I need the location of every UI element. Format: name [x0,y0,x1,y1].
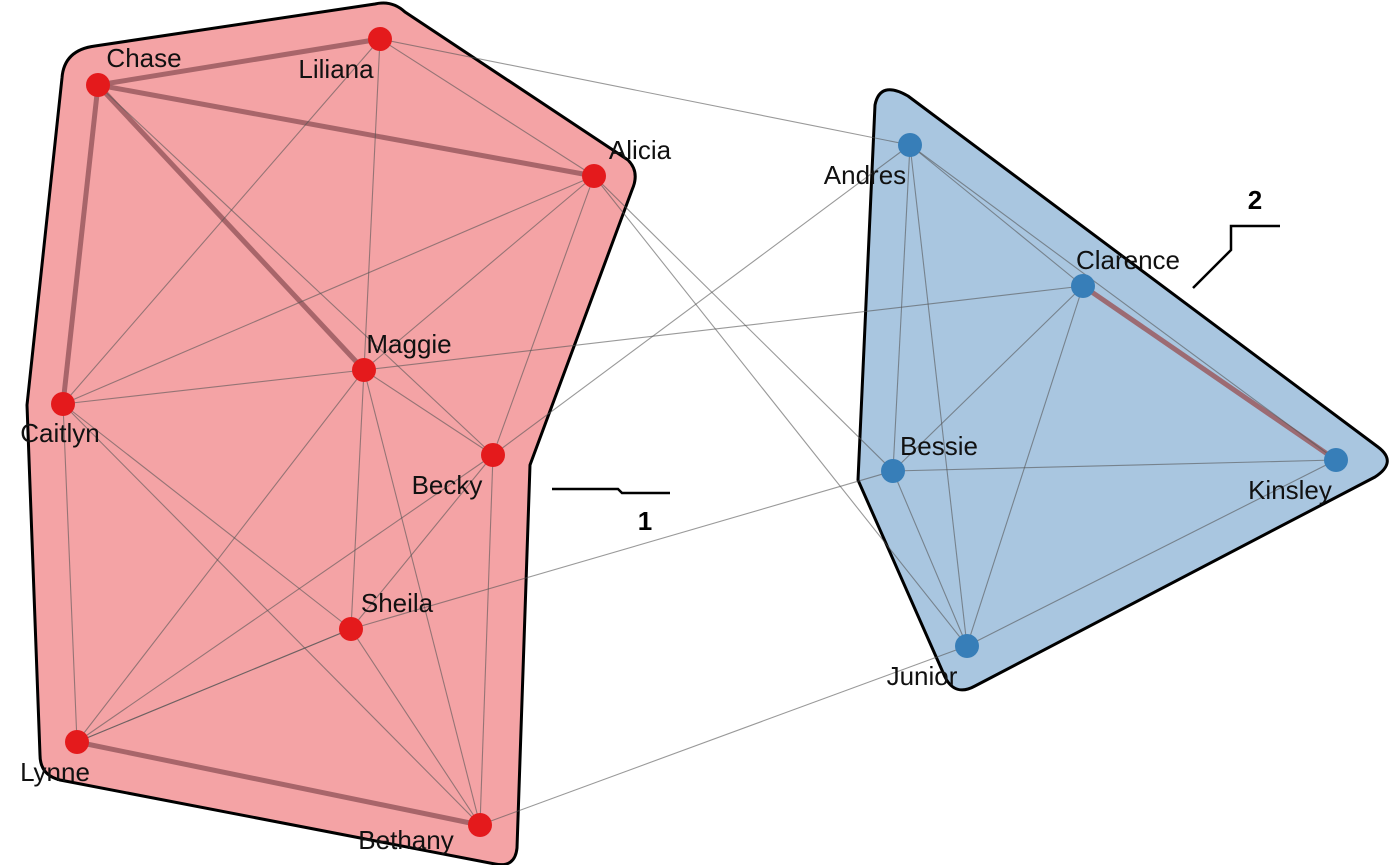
edge-chase-maggie [96,83,366,372]
node-label-becky: Becky [412,470,483,500]
edge-becky-bethany [479,454,494,826]
edge-kinsley-junior [966,459,1337,647]
edge-caitlyn-lynne [62,403,78,743]
edge-liliana-alicia [379,38,595,177]
edge-chase-alicia [97,82,595,179]
node-label-kinsley: Kinsley [1248,475,1332,505]
node-label-clarence: Clarence [1076,245,1180,275]
node-label-layer: Chase Liliana Alicia Maggie Caitlyn Becky Shei… [20,43,1332,855]
edge-alicia-bessie [593,175,894,472]
node-label-bethany: Bethany [358,825,453,855]
group-hulls [25,1,1389,865]
node-label-andres: Andres [824,160,906,190]
node-sheila[interactable] [339,617,363,641]
group-hull-1 [25,1,637,865]
node-kinsley[interactable] [1324,448,1348,472]
edge-sheila-bethany [350,628,481,826]
edge-alicia-becky [492,175,595,456]
edge-liliana-andres [379,38,911,146]
edge-clarence-kinsley [1081,283,1338,463]
edge-liliana-caitlyn [62,38,381,405]
edge-bessie-junior [892,470,968,647]
edge-andres-bessie [892,144,911,472]
edge-bessie-kinsley [892,459,1337,472]
edge-becky-lynne [76,454,494,743]
group-callouts: 1 2 [552,185,1280,536]
edge-andres-junior [909,144,968,647]
node-alicia[interactable] [582,164,606,188]
node-clarence[interactable] [1071,274,1095,298]
edge-andres-clarence [909,144,1084,287]
edge-maggie-bethany [363,369,481,826]
edge-alicia-junior [593,175,968,647]
edge-caitlyn-bethany [62,403,481,826]
edge-chase-caitlyn [60,84,101,405]
node-label-caitlyn: Caitlyn [20,418,99,448]
node-chase[interactable] [86,73,110,97]
edge-becky-andres [492,144,911,456]
node-layer [51,27,1348,837]
group-1-leader-line [552,487,670,495]
edge-lynne-bethany [76,739,481,828]
edge-maggie-lynne [76,369,365,743]
group-2-label: 2 [1248,185,1262,215]
node-label-chase: Chase [106,43,181,73]
node-maggie[interactable] [352,358,376,382]
edge-clarence-junior [966,285,1084,647]
edge-alicia-maggie [363,175,595,371]
edge-andres-kinsley [909,144,1337,461]
node-lynne[interactable] [65,730,89,754]
edge-maggie-sheila [350,369,365,630]
node-label-liliana: Liliana [298,54,374,84]
edge-maggie-caitlyn [62,369,365,405]
edge-sheila-bessie [350,470,894,630]
node-label-sheila: Sheila [361,588,434,618]
edge-chase-liliana [97,36,381,88]
node-becky[interactable] [481,443,505,467]
group-hull-2 [856,88,1389,692]
node-caitlyn[interactable] [51,392,75,416]
edge-clarence-bessie [892,285,1084,472]
edge-layer [60,36,1338,828]
node-label-bessie: Bessie [900,431,978,461]
edge-bethany-junior [479,645,968,826]
node-label-junior: Junior [887,661,958,691]
node-junior[interactable] [955,634,979,658]
node-bessie[interactable] [881,459,905,483]
node-label-lynne: Lynne [20,757,90,787]
node-andres[interactable] [898,133,922,157]
group-1-label: 1 [638,506,652,536]
edge-maggie-becky [363,369,494,456]
group-2-leader-line [1192,224,1280,289]
edge-lynne-sheila [76,628,352,743]
node-label-alicia: Alicia [609,135,672,165]
edge-caitlyn-sheila [62,403,352,630]
edge-chase-becky [97,84,494,456]
edge-maggie-clarence [363,285,1084,371]
node-label-maggie: Maggie [366,329,451,359]
edge-liliana-maggie [363,38,381,371]
edge-becky-sheila [350,454,494,630]
node-liliana[interactable] [368,27,392,51]
edge-alicia-caitlyn [62,175,595,405]
node-bethany[interactable] [468,813,492,837]
